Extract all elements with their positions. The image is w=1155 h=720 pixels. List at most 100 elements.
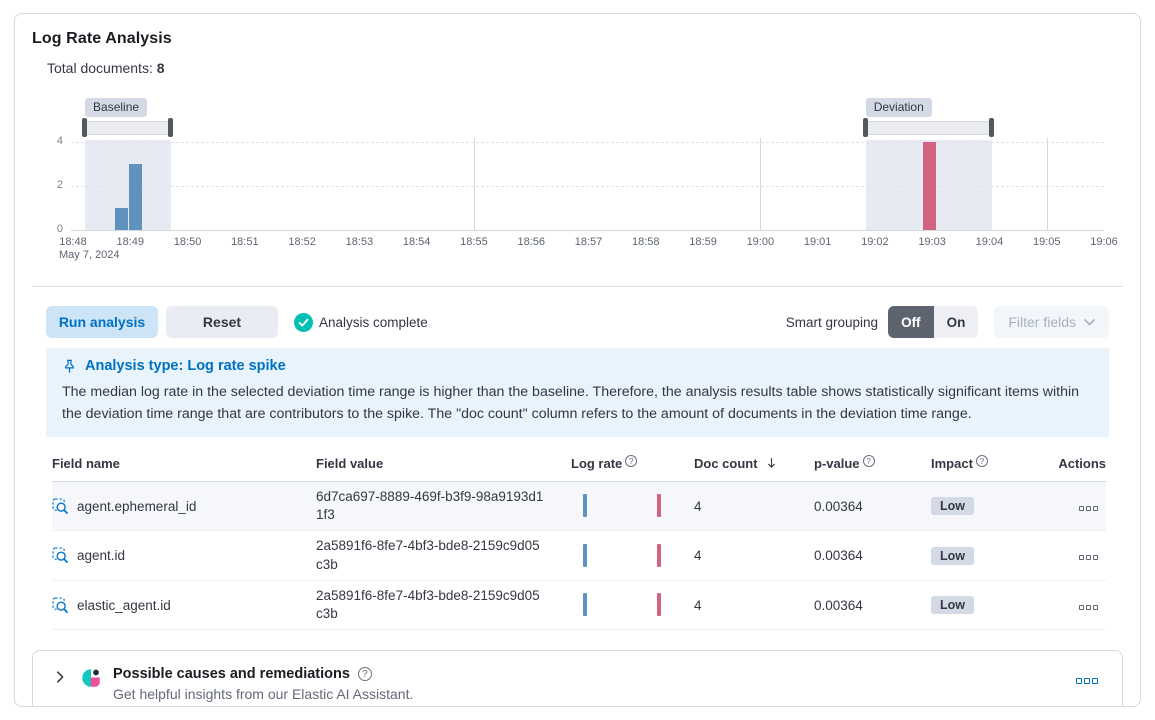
y-axis-label: 4	[56, 135, 63, 147]
x-axis-label: 19:05	[1032, 236, 1061, 248]
column-header-field-value: Field value	[316, 449, 571, 482]
help-icon: ?	[862, 455, 875, 467]
deviation-brush-handle-right[interactable]	[989, 118, 995, 137]
elastic-ai-assistant-icon	[82, 669, 100, 688]
x-axis-label: 18:49	[116, 236, 145, 248]
row-actions-icon[interactable]	[1079, 555, 1098, 561]
run-analysis-button[interactable]: Run analysis	[46, 306, 158, 338]
panel-actions-icon[interactable]	[1076, 678, 1098, 685]
sort-descending-icon	[768, 457, 776, 468]
help-icon: ?	[625, 455, 638, 467]
possible-causes-subtitle: Get helpful insights from our Elastic AI…	[113, 686, 414, 703]
possible-causes-title: Possible causes and remediations	[113, 666, 350, 683]
gridline-vertical	[760, 138, 762, 230]
x-axis-label: 18:53	[345, 236, 374, 248]
p-value: 0.00364	[814, 580, 931, 631]
x-axis-label: 19:03	[918, 236, 946, 248]
table-header-row: Field name Field value Log rate? Doc cou…	[52, 449, 1106, 482]
impact-badge: Low	[931, 596, 974, 615]
doc-count-value: 4	[694, 530, 814, 581]
possible-causes-panel: Possible causes and remediations ? Get h…	[32, 650, 1123, 706]
total-documents-label: Total documents:	[47, 60, 153, 76]
filter-fields-label: Filter fields	[1008, 314, 1076, 330]
y-axis-label: 2	[56, 179, 63, 191]
baseline-window-band	[85, 140, 171, 230]
column-header-impact[interactable]: Impact?	[931, 449, 1028, 482]
divider	[32, 286, 1123, 287]
gridline-vertical	[473, 138, 475, 230]
field-filter-icon[interactable]	[52, 597, 69, 614]
baseline-bar	[114, 208, 128, 230]
deviation-bar	[922, 142, 936, 230]
baseline-mini-bar	[583, 543, 587, 567]
x-axis-label: 18:56	[517, 236, 545, 248]
impact-badge: Low	[931, 497, 974, 516]
y-axis-label: 0	[56, 223, 63, 235]
x-axis-label: 18:55	[460, 236, 488, 248]
log-rate-mini-chart	[571, 592, 671, 618]
analysis-status: Analysis complete	[294, 312, 428, 332]
field-filter-icon[interactable]	[52, 547, 69, 564]
x-axis-line	[71, 230, 1104, 231]
x-axis-label: 18:51	[231, 236, 259, 248]
analysis-status-label: Analysis complete	[319, 314, 428, 330]
x-axis-label: 18:50	[173, 236, 202, 248]
baseline-bar	[128, 164, 142, 230]
field-value: 6d7ca697-8889-469f-b3f9-98a9193d11f3	[316, 489, 544, 523]
x-axis-label: 18:52	[288, 236, 316, 248]
filter-fields-button[interactable]: Filter fields	[994, 306, 1109, 338]
x-axis-label: 18:58	[632, 236, 660, 248]
table-row: agent.id 2a5891f6-8fe7-4bf3-bde8-2159c9d…	[52, 530, 1106, 581]
x-axis-label: 19:02	[861, 236, 889, 248]
log-rate-analysis-panel: Log Rate Analysis Total documents: 8 Bas…	[14, 13, 1141, 707]
smart-grouping-on-button[interactable]: On	[933, 306, 979, 338]
x-axis-label: 18:48	[59, 236, 87, 248]
x-axis-label: 18:59	[689, 236, 717, 248]
x-axis-label: 19:06	[1090, 236, 1118, 248]
p-value: 0.00364	[814, 481, 931, 532]
gridline-horizontal	[71, 142, 1104, 143]
x-axis-date-label: May 7, 2024	[59, 249, 120, 261]
deviation-brush-handle-left[interactable]	[862, 118, 868, 137]
field-name: agent.id	[77, 548, 126, 564]
baseline-mini-bar	[583, 494, 587, 518]
reset-button[interactable]: Reset	[166, 306, 278, 338]
deviation-mini-bar	[657, 543, 661, 567]
x-axis-label: 19:04	[975, 236, 1004, 248]
field-filter-icon[interactable]	[52, 498, 69, 515]
baseline-brush-handle-right[interactable]	[167, 118, 173, 137]
table-row: elastic_agent.id 2a5891f6-8fe7-4bf3-bde8…	[52, 580, 1106, 631]
x-axis-label: 18:54	[402, 236, 431, 248]
column-header-doc-count[interactable]: Doc count	[694, 449, 814, 482]
smart-grouping-off-button[interactable]: Off	[888, 306, 934, 338]
field-name: agent.ephemeral_id	[77, 498, 197, 514]
log-rate-mini-chart	[571, 493, 671, 519]
column-header-p-value[interactable]: p-value?	[814, 449, 931, 482]
row-actions-icon[interactable]	[1079, 604, 1098, 610]
deviation-badge: Deviation	[865, 98, 932, 117]
smart-grouping-toggle: Off On	[888, 306, 979, 338]
column-header-log-rate[interactable]: Log rate?	[571, 449, 694, 482]
help-icon[interactable]: ?	[357, 667, 372, 682]
gridline-horizontal	[71, 186, 1104, 187]
analysis-type-callout: Analysis type: Log rate spike The median…	[46, 348, 1109, 437]
x-axis-label: 19:00	[746, 236, 775, 248]
page-title: Log Rate Analysis	[32, 30, 172, 47]
baseline-brush-track[interactable]	[85, 121, 171, 135]
column-header-actions: Actions	[1028, 449, 1106, 482]
log-rate-chart: Baseline Deviation 0 2 4 18:48 18:49 18:50 18:51…	[47, 98, 1123, 268]
x-axis-label: 18:57	[574, 236, 603, 248]
table-row: agent.ephemeral_id 6d7ca697-8889-469f-b3…	[52, 481, 1106, 532]
chevron-down-icon	[1084, 318, 1095, 326]
deviation-mini-bar	[657, 494, 661, 518]
baseline-brush-handle-left[interactable]	[82, 118, 88, 137]
field-value: 2a5891f6-8fe7-4bf3-bde8-2159c9d05c3b	[316, 538, 540, 572]
callout-body: The median log rate in the selected devi…	[62, 384, 1080, 422]
row-actions-icon[interactable]	[1079, 505, 1098, 511]
deviation-brush-track[interactable]	[865, 121, 993, 135]
doc-count-value: 4	[694, 580, 814, 631]
field-value: 2a5891f6-8fe7-4bf3-bde8-2159c9d05c3b	[316, 587, 540, 622]
chevron-right-icon[interactable]	[53, 670, 67, 684]
impact-badge: Low	[931, 546, 974, 565]
check-circle-icon	[294, 312, 313, 332]
